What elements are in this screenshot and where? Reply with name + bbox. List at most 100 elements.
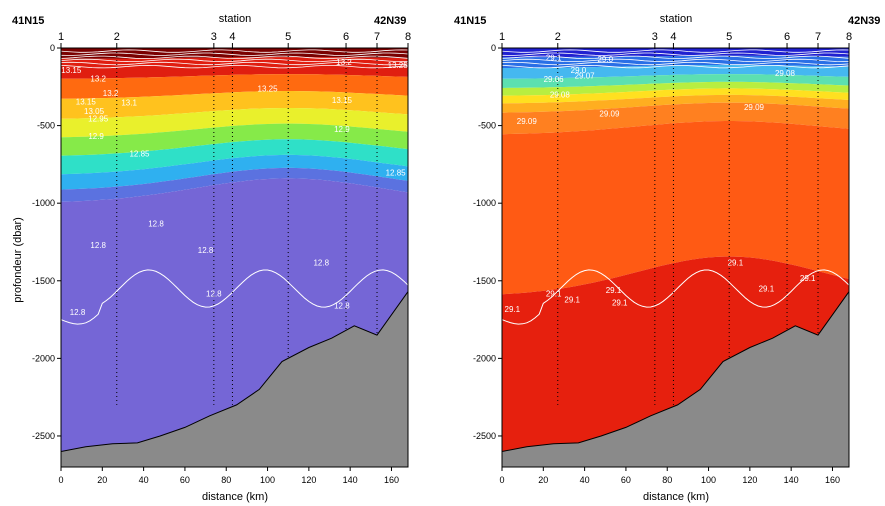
color-band-6	[61, 139, 408, 175]
contour-label: 29.1	[612, 299, 628, 308]
station-tick-label: 7	[815, 31, 821, 43]
y-tick-label: -2000	[473, 353, 496, 363]
contour-label: 12.9	[334, 125, 350, 134]
contour-label: 29.09	[744, 103, 765, 112]
contour-label: 12.8	[70, 308, 86, 317]
x-tick-label: 160	[825, 475, 840, 485]
contour-label: 12.95	[88, 115, 109, 124]
x-tick-label: 80	[221, 475, 231, 485]
color-band-3	[502, 74, 849, 88]
color-band-7	[502, 102, 849, 135]
contour-label: 12.9	[88, 132, 104, 141]
station-tick-label: 6	[784, 31, 790, 43]
contour-label: 13.2	[90, 74, 106, 83]
color-band-3	[61, 91, 408, 119]
x-tick-label: 60	[180, 475, 190, 485]
density-section-panel: 41N15 42N39 station distance (km) 29.1 29…	[454, 13, 880, 503]
x-tick-label: 120	[742, 475, 757, 485]
x-axis-title: distance (km)	[643, 491, 709, 503]
station-axis-title: station	[660, 13, 692, 25]
station-tick-label: 4	[229, 31, 235, 43]
contour-line	[502, 52, 849, 56]
contour-line	[502, 49, 849, 53]
y-tick-label: 0	[491, 43, 496, 53]
color-band-7	[61, 154, 408, 190]
deep-contour-line	[61, 269, 408, 325]
station-tick-label: 3	[211, 31, 217, 43]
color-band-4	[61, 108, 408, 138]
y-tick-label: -1500	[32, 276, 55, 286]
color-band-8	[61, 167, 408, 202]
contour-line	[502, 58, 849, 63]
x-tick-label: 20	[97, 475, 107, 485]
contour-line	[61, 49, 408, 53]
contour-label: 29.08	[775, 69, 796, 78]
plot-area: 29.1 29.0 29.0 29.06 29.07 29.08 29.09 29.09 29.…	[502, 48, 849, 467]
contour-label: 29.1	[606, 286, 622, 295]
right-latitude-label: 42N39	[848, 15, 880, 27]
contour-line	[61, 64, 408, 69]
contour-line	[502, 61, 849, 66]
plot-frame	[60, 47, 409, 468]
contour-label: 29.07	[575, 71, 596, 80]
contour-label: 13.25	[388, 61, 409, 70]
station-tick-label: 5	[285, 31, 291, 43]
plot-frame	[501, 47, 850, 468]
y-tick-label: 0	[50, 43, 55, 53]
contour-label: 29.1	[546, 53, 562, 62]
contour-label: 13.15	[76, 98, 97, 107]
contour-label: 29.1	[800, 274, 816, 283]
color-band-2	[61, 74, 408, 99]
contour-label: 13.2	[336, 58, 352, 67]
y-tick-label: -2000	[32, 353, 55, 363]
right-latitude-label: 42N39	[374, 15, 406, 27]
station-tick-label: 2	[555, 31, 561, 43]
contour-label: 12.8	[148, 219, 164, 228]
seafloor-topography	[61, 290, 408, 467]
contour-label: 13.2	[103, 89, 119, 98]
station-tick-label: 1	[499, 31, 505, 43]
color-band-6	[502, 94, 849, 113]
contour-label: 13.15	[332, 96, 353, 105]
contour-line	[61, 55, 408, 60]
contour-label: 12.8	[198, 246, 214, 255]
color-band-8	[502, 121, 849, 295]
station-tick-label: 5	[726, 31, 732, 43]
y-tick-label: -1000	[32, 198, 55, 208]
contour-label: 29.1	[728, 258, 744, 267]
y-tick-label: -2500	[32, 431, 55, 441]
left-latitude-label: 41N15	[454, 15, 486, 27]
x-tick-label: 100	[260, 475, 275, 485]
contour-label: 12.8	[334, 302, 350, 311]
contour-label: 29.1	[759, 285, 775, 294]
x-tick-label: 100	[701, 475, 716, 485]
color-band-5	[502, 88, 849, 104]
contour-label: 13.25	[258, 84, 279, 93]
left-latitude-label: 41N15	[12, 15, 44, 27]
deep-contour-line	[502, 269, 849, 325]
x-tick-label: 60	[621, 475, 631, 485]
station-tick-label: 4	[670, 31, 676, 43]
color-band-2	[502, 64, 849, 79]
y-tick-label: -500	[37, 121, 55, 131]
contour-label: 13.15	[61, 66, 82, 75]
contour-label: 29.08	[550, 91, 571, 100]
station-tick-label: 3	[652, 31, 658, 43]
color-band-4	[502, 81, 849, 96]
contour-label: 29.1	[505, 305, 521, 314]
contour-label: 29.09	[599, 109, 620, 118]
contour-label: 29.0	[571, 66, 587, 75]
y-tick-label: -1000	[473, 198, 496, 208]
contour-line	[502, 64, 849, 69]
x-tick-label: 0	[499, 475, 504, 485]
contour-label: 29.0	[597, 55, 613, 64]
x-tick-label: 160	[384, 475, 399, 485]
x-tick-label: 40	[580, 475, 590, 485]
x-tick-label: 140	[784, 475, 799, 485]
contour-line	[502, 55, 849, 60]
y-tick-label: -500	[478, 121, 496, 131]
x-tick-label: 0	[58, 475, 63, 485]
x-tick-label: 20	[538, 475, 548, 485]
